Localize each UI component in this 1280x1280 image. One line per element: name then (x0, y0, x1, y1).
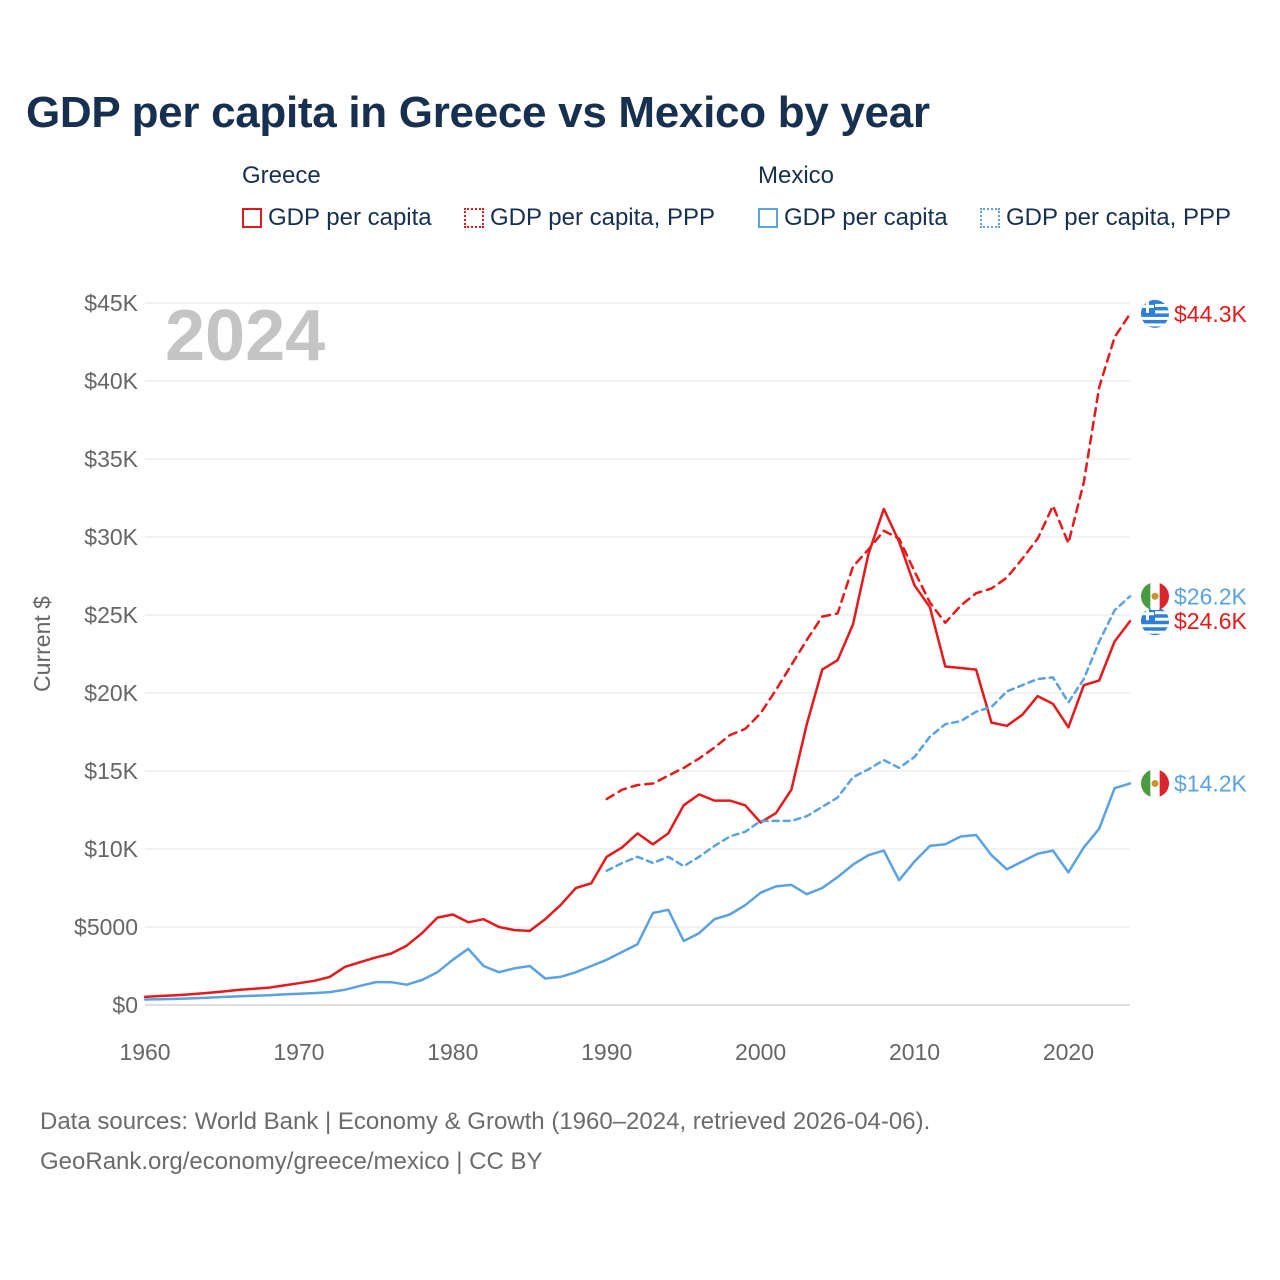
y-tick-label: $25K (84, 602, 138, 628)
y-tick-label: $0 (112, 992, 138, 1018)
mexico-flag-icon (1141, 582, 1169, 611)
mexico-ppp-series-line (605, 595, 1132, 873)
y-tick-label: $45K (84, 290, 138, 316)
greece-flag-icon (1141, 607, 1169, 636)
y-tick-label: $15K (84, 758, 138, 784)
x-tick-label: 2000 (735, 1039, 786, 1065)
y-tick-label: $40K (84, 368, 138, 394)
legend-label: GDP per capita (268, 204, 432, 231)
y-tick-label: $5000 (74, 914, 138, 940)
legend-item-mexico-gdp[interactable]: GDP per capita (758, 204, 948, 232)
mexico-end-value-label: $26.2K (1174, 583, 1248, 609)
legend-item-greece-gdp[interactable]: GDP per capita (242, 204, 432, 232)
year-badge: 2024 (165, 296, 326, 376)
mexico-end-value-label: $14.2K (1174, 770, 1248, 796)
greece-ppp-series-line (605, 312, 1132, 801)
legend-swatch-dotted-red (464, 208, 484, 228)
legend-swatch-dotted-blue (980, 208, 1000, 228)
x-tick-label: 1970 (273, 1039, 324, 1065)
mexico-gdp-series-line (143, 782, 1132, 1001)
legend-group-greece: Greece (242, 162, 321, 189)
legend-label: GDP per capita, PPP (1006, 204, 1231, 231)
x-tick-label: 1980 (427, 1039, 478, 1065)
y-tick-label: $10K (84, 836, 138, 862)
y-axis-title: Current $ (29, 596, 55, 692)
greece-end-value-label: $24.6K (1174, 608, 1248, 634)
legend-label: GDP per capita (784, 204, 948, 231)
mexico-flag-icon (1141, 769, 1169, 798)
legend-item-mexico-gdp-ppp[interactable]: GDP per capita, PPP (980, 204, 1231, 232)
y-tick-label: $20K (84, 680, 138, 706)
footer-sources: Data sources: World Bank | Economy & Gro… (40, 1108, 931, 1135)
greece-flag-icon (1141, 299, 1169, 328)
greece-end-value-label: $44.3K (1174, 301, 1248, 327)
chart-title: GDP per capita in Greece vs Mexico by ye… (26, 88, 930, 137)
x-tick-label: 1960 (119, 1039, 170, 1065)
legend-swatch-solid-red (242, 208, 262, 228)
x-tick-label: 2020 (1043, 1039, 1094, 1065)
greece-gdp-series-line (143, 507, 1132, 999)
legend-swatch-solid-blue (758, 208, 778, 228)
footer-credit: GeoRank.org/economy/greece/mexico | CC B… (40, 1148, 543, 1175)
line-chart: $0 $5000 $10K $15K $20K $25K $30K $35K $40K $45K 1… (29, 290, 1248, 1065)
y-tick-label: $30K (84, 524, 138, 550)
x-tick-label: 1990 (581, 1039, 632, 1065)
legend-label: GDP per capita, PPP (490, 204, 715, 231)
x-tick-label: 2010 (889, 1039, 940, 1065)
y-tick-label: $35K (84, 446, 138, 472)
legend-group-mexico: Mexico (758, 162, 835, 189)
legend-item-greece-gdp-ppp[interactable]: GDP per capita, PPP (464, 204, 715, 232)
